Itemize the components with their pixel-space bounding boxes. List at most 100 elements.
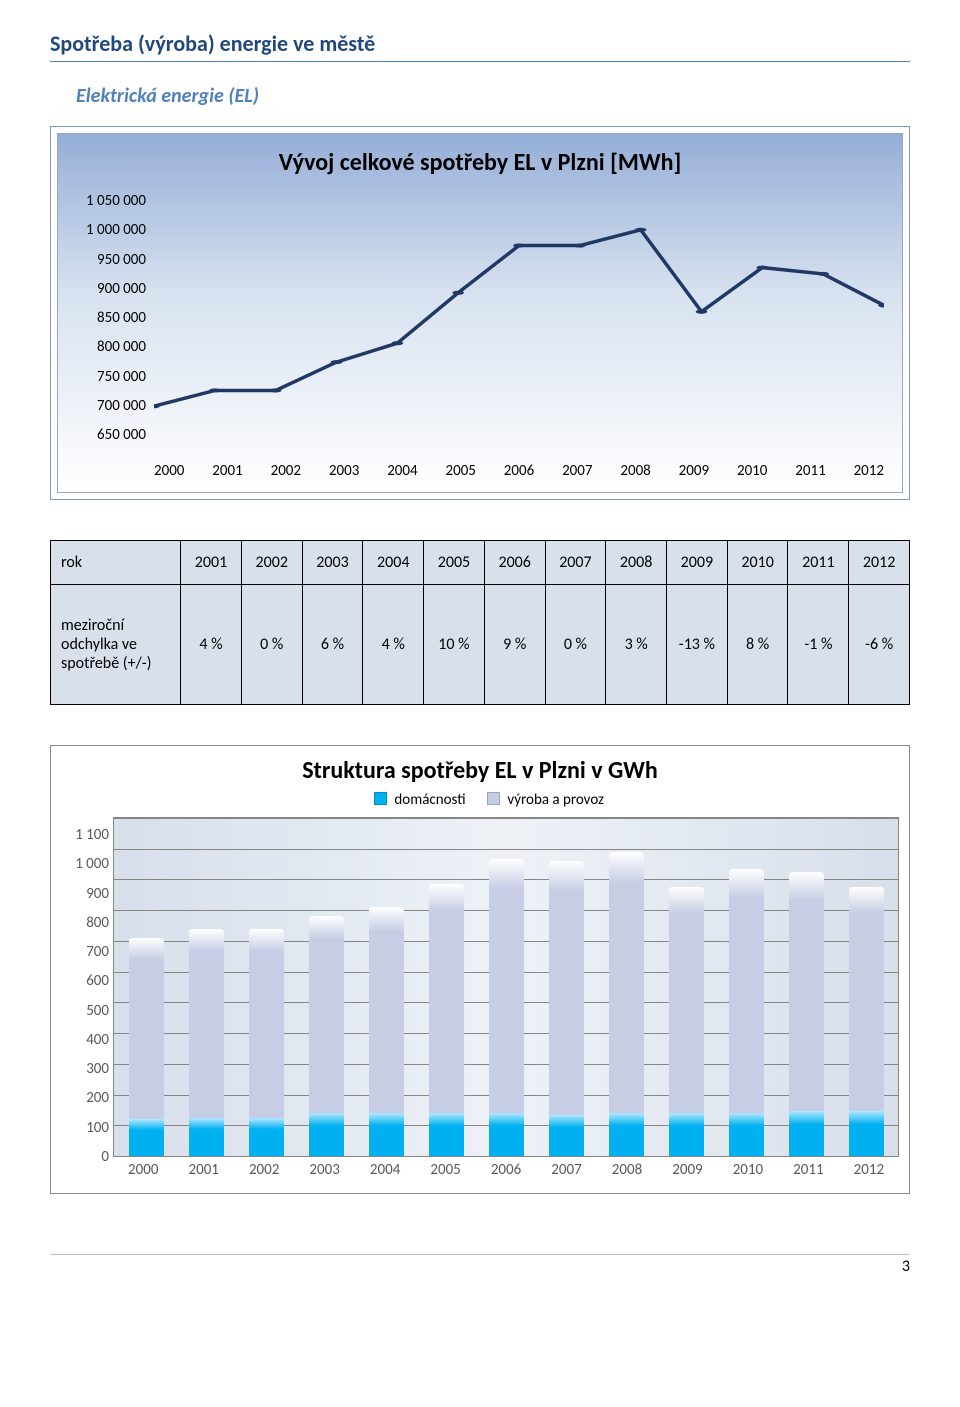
legend-label-domacnosti: domácnosti <box>394 791 465 809</box>
bar-chart-xtick: 2000 <box>113 1161 173 1179</box>
stacked-bar <box>789 872 824 1156</box>
line-chart-plot <box>154 192 884 444</box>
bar-segment-vyroba <box>729 869 764 1113</box>
table-header-rok: rok <box>51 541 181 585</box>
bar-column <box>776 818 836 1156</box>
table-row-label: meziroční odchylka ve spotřebě (+/-) <box>51 585 181 705</box>
bar-chart-ytick: 0 <box>61 1148 109 1166</box>
bar-chart-xtick: 2002 <box>234 1161 294 1179</box>
bar-chart-xtick: 2010 <box>718 1161 778 1179</box>
bar-segment-vyroba <box>669 887 704 1113</box>
bar-chart-ytick: 900 <box>61 885 109 903</box>
line-chart-svg <box>154 192 884 444</box>
line-chart-ytick: 950 000 <box>66 251 146 269</box>
table-value-cell: 9 % <box>484 585 545 705</box>
line-chart-yaxis: 1 050 0001 000 000950 000900 000850 0008… <box>66 192 146 444</box>
stacked-bar <box>429 884 464 1156</box>
legend-swatch-domacnosti <box>374 792 387 805</box>
bar-chart-xtick: 2001 <box>173 1161 233 1179</box>
bar-segment-vyroba <box>129 938 164 1119</box>
bar-chart-yaxis: 1 1001 0009008007006005004003002001000 <box>61 817 113 1157</box>
bar-chart-ytick: 800 <box>61 914 109 932</box>
deviation-table: rok 200120022003200420052006200720082009… <box>50 540 910 705</box>
line-chart-container: Vývoj celkové spotřeby EL v Plzni [MWh] … <box>50 126 910 500</box>
table-year-header: 2002 <box>241 541 302 585</box>
table-value-cell: -6 % <box>849 585 910 705</box>
bar-chart-xtick: 2012 <box>839 1161 899 1179</box>
table-value-cell: 10 % <box>424 585 485 705</box>
bar-segment-vyroba <box>789 872 824 1112</box>
bar-segment-vyroba <box>549 861 584 1114</box>
table-year-header: 2012 <box>849 541 910 585</box>
bar-segment-domacnosti <box>249 1118 284 1156</box>
line-chart-ytick: 750 000 <box>66 368 146 386</box>
table-year-header: 2006 <box>484 541 545 585</box>
bar-segment-vyroba <box>249 929 284 1118</box>
table-year-header: 2010 <box>727 541 788 585</box>
table-year-header: 2007 <box>545 541 606 585</box>
bar-chart-xtick: 2011 <box>778 1161 838 1179</box>
line-chart-xtick: 2006 <box>504 462 534 480</box>
stacked-bar <box>129 938 164 1156</box>
stacked-bar <box>549 861 584 1156</box>
bar-segment-vyroba <box>369 907 404 1113</box>
line-chart-xtick: 2003 <box>329 462 359 480</box>
page-title: Spotřeba (výroba) energie ve městě <box>50 30 910 62</box>
bar-column <box>356 818 416 1156</box>
table-year-header: 2011 <box>788 541 849 585</box>
bar-segment-domacnosti <box>309 1113 344 1156</box>
table-value-cell: 4 % <box>181 585 242 705</box>
section-title: Elektrická energie (EL) <box>76 84 910 108</box>
bar-column <box>416 818 476 1156</box>
bar-column <box>476 818 536 1156</box>
line-chart-xtick: 2001 <box>212 462 242 480</box>
bar-column <box>236 818 296 1156</box>
line-chart-xtick: 2011 <box>795 462 825 480</box>
stacked-bar <box>489 859 524 1156</box>
line-chart-xtick: 2007 <box>562 462 592 480</box>
bar-chart-xtick: 2009 <box>657 1161 717 1179</box>
bar-column <box>596 818 656 1156</box>
line-chart-ytick: 1 000 000 <box>66 221 146 239</box>
bar-segment-domacnosti <box>129 1119 164 1156</box>
table-year-header: 2008 <box>606 541 667 585</box>
page-number: 3 <box>50 1254 910 1276</box>
line-chart-xaxis: 2000200120022003200420052006200720082009… <box>154 462 884 480</box>
line-chart-xtick: 2004 <box>387 462 417 480</box>
bar-chart-xtick: 2006 <box>476 1161 536 1179</box>
table-value-cell: 6 % <box>302 585 363 705</box>
line-chart-ytick: 700 000 <box>66 397 146 415</box>
bar-segment-domacnosti <box>609 1113 644 1156</box>
table-value-cell: -1 % <box>788 585 849 705</box>
bar-segment-domacnosti <box>369 1113 404 1156</box>
stacked-bar <box>369 907 404 1156</box>
bar-segment-vyroba <box>189 929 224 1118</box>
table-value-cell: 8 % <box>727 585 788 705</box>
bar-segment-domacnosti <box>849 1111 884 1156</box>
bar-column <box>836 818 896 1156</box>
bar-chart-ytick: 500 <box>61 1002 109 1020</box>
bar-chart-xtick: 2007 <box>536 1161 596 1179</box>
bar-chart-ytick: 300 <box>61 1060 109 1078</box>
bar-chart-plot <box>113 817 899 1157</box>
bar-chart-title: Struktura spotřeby EL v Plzni v GWh <box>61 756 899 785</box>
line-chart-title: Vývoj celkové spotřeby EL v Plzni [MWh] <box>58 148 902 177</box>
line-chart-xtick: 2012 <box>854 462 884 480</box>
stacked-bar <box>609 852 644 1156</box>
bar-segment-vyroba <box>609 852 644 1113</box>
stacked-bar <box>729 869 764 1156</box>
bar-chart-ytick: 100 <box>61 1119 109 1137</box>
stacked-bar <box>669 887 704 1156</box>
bar-chart-ytick: 1 000 <box>61 855 109 873</box>
bar-segment-vyroba <box>849 887 884 1111</box>
table-value-cell: 0 % <box>241 585 302 705</box>
line-chart-ytick: 800 000 <box>66 338 146 356</box>
bar-column <box>536 818 596 1156</box>
line-chart-xtick: 2010 <box>737 462 767 480</box>
table-value-cell: 3 % <box>606 585 667 705</box>
bar-segment-domacnosti <box>189 1118 224 1156</box>
stacked-bar <box>309 916 344 1156</box>
table-year-header: 2001 <box>181 541 242 585</box>
legend-swatch-vyroba <box>487 792 500 805</box>
line-chart-xtick: 2002 <box>271 462 301 480</box>
